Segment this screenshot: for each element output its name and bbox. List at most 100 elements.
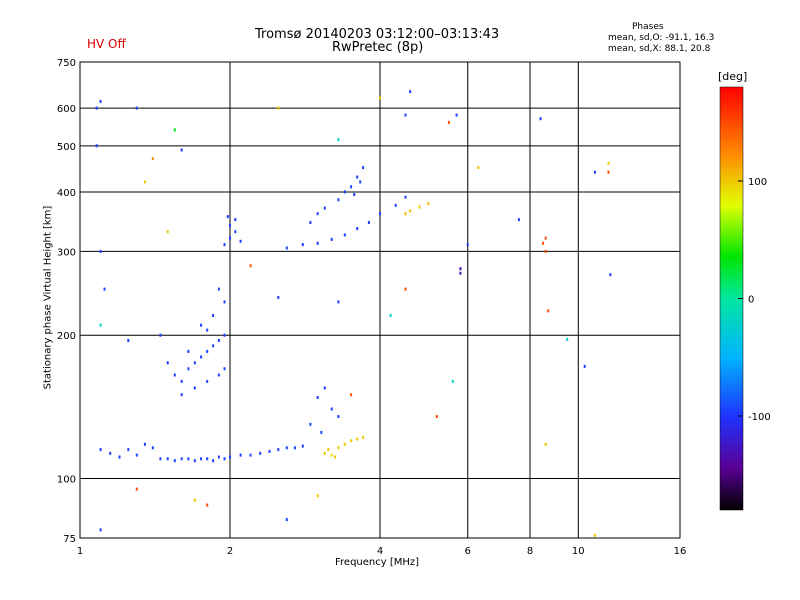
data-point xyxy=(103,287,106,291)
data-point xyxy=(234,218,237,222)
data-point xyxy=(350,393,353,397)
data-point xyxy=(404,212,407,216)
data-point xyxy=(323,386,326,390)
data-point xyxy=(337,138,340,142)
data-point xyxy=(367,221,370,224)
data-point xyxy=(223,367,226,371)
data-point xyxy=(200,457,203,461)
colorbar-tick-label: -100 xyxy=(748,412,771,423)
data-point xyxy=(320,430,323,434)
data-point xyxy=(316,241,319,245)
data-point xyxy=(212,314,215,317)
data-point xyxy=(173,128,176,132)
data-point xyxy=(353,193,356,196)
y-tick-labels: 75 100 200 300 400 500 600 750 xyxy=(57,58,76,545)
data-point xyxy=(379,96,381,100)
data-point xyxy=(151,157,154,161)
data-point xyxy=(343,442,346,446)
data-point xyxy=(99,448,102,452)
x-tick-label: 16 xyxy=(674,546,687,557)
data-point xyxy=(350,185,353,189)
data-point xyxy=(180,393,183,397)
data-point xyxy=(544,249,547,253)
data-point xyxy=(193,386,196,390)
data-point xyxy=(362,435,365,439)
data-point xyxy=(99,99,102,103)
data-point xyxy=(539,117,542,121)
data-point xyxy=(607,170,610,174)
data-point xyxy=(309,422,312,426)
data-point xyxy=(217,373,220,377)
data-point xyxy=(180,148,183,152)
data-point xyxy=(173,459,176,463)
data-point xyxy=(337,415,340,418)
data-point xyxy=(239,453,242,457)
data-point xyxy=(409,209,412,213)
data-point xyxy=(268,449,271,453)
data-point xyxy=(217,455,220,459)
colorbar-tick-label: 0 xyxy=(748,295,754,306)
data-point xyxy=(316,494,319,498)
data-point xyxy=(334,455,337,459)
data-point xyxy=(593,170,596,174)
data-point xyxy=(173,373,176,377)
data-point xyxy=(379,212,381,216)
data-point xyxy=(301,243,304,247)
plot-frame xyxy=(79,61,681,539)
data-point xyxy=(229,455,231,459)
data-point xyxy=(583,364,586,368)
data-point xyxy=(337,300,340,304)
data-point xyxy=(418,205,421,209)
y-tick-label: 75 xyxy=(63,534,76,545)
data-point xyxy=(223,243,226,247)
data-point xyxy=(330,453,333,457)
data-point xyxy=(127,339,130,342)
data-point xyxy=(316,212,319,216)
data-point xyxy=(362,166,365,170)
data-point xyxy=(143,442,146,446)
data-point xyxy=(566,337,569,341)
data-point xyxy=(95,106,98,110)
data-point xyxy=(200,323,203,327)
data-point xyxy=(166,457,169,461)
x-axis-label: Frequency [MHz] xyxy=(335,557,420,568)
data-point xyxy=(477,166,480,170)
data-point xyxy=(301,444,304,448)
data-point xyxy=(404,113,407,117)
data-point xyxy=(206,379,209,383)
data-point xyxy=(193,361,196,365)
data-point xyxy=(217,339,220,342)
y-tick-label: 500 xyxy=(57,142,76,153)
data-point xyxy=(343,233,346,237)
chart-title-line2: RwPretec (8p) xyxy=(332,40,424,55)
data-point xyxy=(285,518,288,522)
data-points xyxy=(95,90,612,537)
data-point xyxy=(323,451,326,455)
data-point xyxy=(459,271,462,275)
data-point xyxy=(223,333,226,337)
data-point xyxy=(223,300,226,304)
data-point xyxy=(95,144,98,148)
data-point xyxy=(277,448,280,452)
y-tick-label: 100 xyxy=(57,475,76,486)
data-point xyxy=(206,457,209,461)
data-point xyxy=(206,503,209,507)
data-point xyxy=(226,215,229,219)
data-point xyxy=(180,457,183,461)
y-tick-label: 300 xyxy=(57,247,76,258)
data-point xyxy=(259,451,262,455)
colorbar-ticks: 100 0 -100 xyxy=(738,177,771,423)
data-point xyxy=(394,203,397,207)
data-point xyxy=(193,498,196,502)
data-point xyxy=(223,457,226,461)
phases-heading: Phases xyxy=(632,22,664,32)
data-point xyxy=(337,198,340,202)
data-point xyxy=(187,349,190,353)
data-point xyxy=(151,446,154,450)
grid-lines xyxy=(80,62,680,538)
data-point xyxy=(99,249,102,253)
data-point xyxy=(166,230,169,234)
data-point xyxy=(327,448,330,452)
data-point xyxy=(234,230,237,234)
data-point xyxy=(459,267,462,271)
